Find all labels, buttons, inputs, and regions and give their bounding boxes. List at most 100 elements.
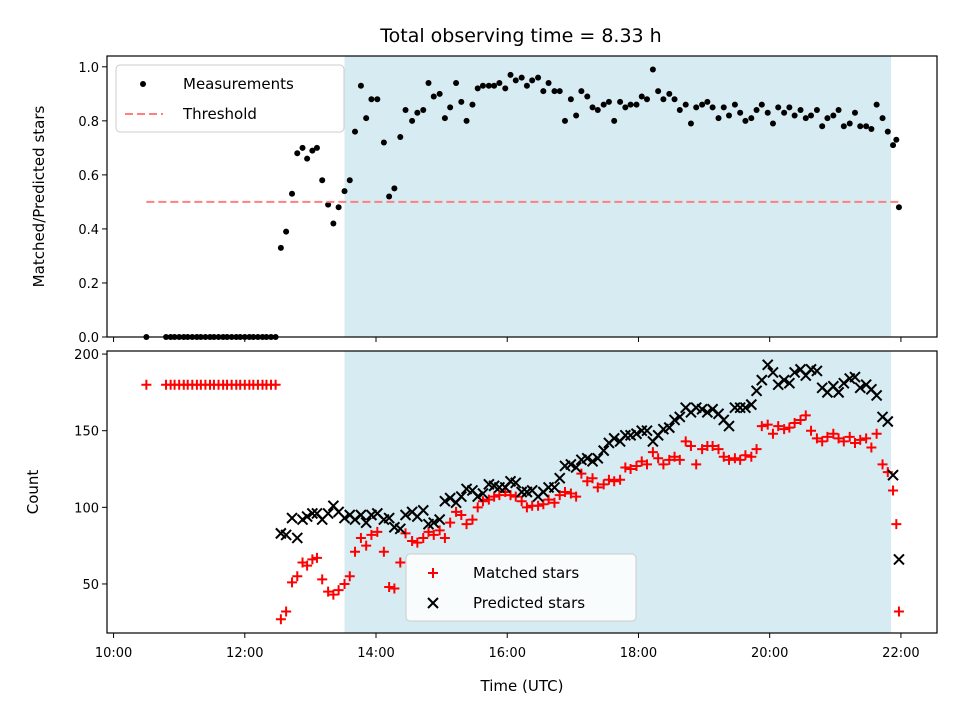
data-point xyxy=(756,374,768,386)
data-point xyxy=(512,77,519,84)
data-point xyxy=(890,142,897,149)
data-point xyxy=(758,101,765,108)
data-point xyxy=(515,486,528,498)
data-point xyxy=(304,155,311,162)
data-point xyxy=(696,403,708,415)
data-point xyxy=(529,77,536,84)
data-point xyxy=(663,421,676,434)
data-point xyxy=(828,428,839,439)
legend-label: Threshold xyxy=(182,105,257,123)
data-point xyxy=(280,529,292,541)
data-point xyxy=(788,366,801,379)
data-point xyxy=(891,519,902,530)
data-point xyxy=(559,487,570,497)
data-point xyxy=(882,415,894,428)
panel-1: 0.0 0.2 0.4 0.6 0.8 1.0 Matched/Predicted star… xyxy=(30,55,938,346)
data-point xyxy=(397,134,404,141)
panel-2: 50 100 150 200 10:00 12:00 14:00 16:00 18:00 20:0… xyxy=(24,348,938,695)
data-point xyxy=(871,428,882,439)
data-point xyxy=(835,107,842,114)
data-point xyxy=(417,504,429,517)
legend-label: Measurements xyxy=(183,75,294,93)
data-point xyxy=(425,80,432,87)
data-point xyxy=(680,436,691,447)
data-point xyxy=(292,571,303,582)
data-point xyxy=(592,452,604,464)
data-point xyxy=(420,107,427,114)
data-point xyxy=(724,454,735,465)
data-point xyxy=(674,411,686,423)
data-point xyxy=(811,433,822,444)
y-axis-label: Count xyxy=(24,470,42,515)
data-point xyxy=(873,101,880,108)
data-point xyxy=(655,88,662,95)
data-point xyxy=(414,109,421,116)
data-point xyxy=(797,107,804,114)
data-point xyxy=(658,459,669,470)
data-point xyxy=(739,401,752,414)
data-point xyxy=(718,451,729,462)
data-point xyxy=(701,406,714,419)
data-point xyxy=(380,139,387,146)
data-point xyxy=(764,109,771,116)
data-point xyxy=(275,614,286,625)
data-point xyxy=(554,472,566,484)
data-point xyxy=(389,583,400,594)
data-point xyxy=(707,441,718,452)
data-point xyxy=(549,497,560,508)
data-point xyxy=(849,371,861,383)
data-point xyxy=(748,115,755,122)
data-point xyxy=(802,115,809,122)
data-point xyxy=(762,419,773,430)
data-point xyxy=(783,377,796,389)
data-point xyxy=(729,453,740,464)
data-point xyxy=(849,437,860,448)
data-point xyxy=(800,410,811,421)
data-point xyxy=(301,510,313,523)
data-point xyxy=(439,495,451,507)
data-point xyxy=(565,458,577,471)
data-point xyxy=(608,432,620,445)
data-point xyxy=(494,490,505,501)
y-tick-label: 100 xyxy=(74,501,99,516)
x-tick-label: 22:00 xyxy=(882,646,919,661)
data-point xyxy=(339,578,350,589)
data-point xyxy=(399,509,412,521)
data-point xyxy=(861,433,872,444)
data-point xyxy=(567,96,574,103)
y-tick-label: 0.2 xyxy=(78,277,99,292)
data-point xyxy=(676,107,683,114)
data-point xyxy=(467,514,478,525)
x-tick-label: 12:00 xyxy=(226,646,263,661)
data-point xyxy=(669,451,680,462)
data-point xyxy=(346,177,353,184)
data-point xyxy=(767,366,779,379)
data-point xyxy=(523,82,530,89)
data-point xyxy=(533,500,544,511)
data-point xyxy=(795,414,806,425)
data-point xyxy=(441,115,448,122)
data-point xyxy=(576,468,587,479)
data-point xyxy=(394,523,406,535)
data-point xyxy=(600,101,607,108)
data-point xyxy=(846,120,853,127)
data-point xyxy=(877,459,888,470)
data-point xyxy=(479,82,486,89)
data-point xyxy=(603,474,614,485)
data-point xyxy=(561,117,568,124)
data-point xyxy=(582,476,593,487)
data-point xyxy=(832,386,845,399)
data-point xyxy=(516,496,527,507)
data-point xyxy=(328,589,339,600)
y-tick-label: 0.8 xyxy=(78,115,99,130)
data-point xyxy=(840,123,847,130)
data-point xyxy=(584,93,591,100)
x-tick-label: 16:00 xyxy=(489,646,526,661)
legend-box xyxy=(115,64,345,133)
y-tick-label: 0.0 xyxy=(78,331,99,346)
data-point xyxy=(507,71,514,78)
data-point xyxy=(685,441,696,452)
data-point xyxy=(291,532,303,544)
data-point xyxy=(767,428,778,439)
data-point xyxy=(611,117,618,124)
